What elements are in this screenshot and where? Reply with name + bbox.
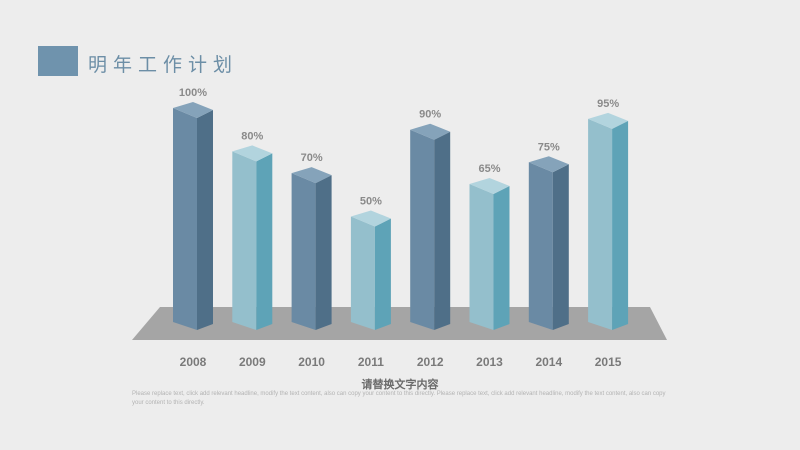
bars-group: 100% 80% 70% 50% 90% 65% 75% 95% xyxy=(173,87,629,330)
x-tick-2015: 2015 xyxy=(595,355,622,369)
bar-2011 xyxy=(350,210,391,330)
bar-side-2012 xyxy=(434,131,451,330)
bar-front-2009 xyxy=(232,151,257,330)
bar-top-2014 xyxy=(528,156,569,173)
bar-top-2013 xyxy=(469,177,510,194)
bar-front-2012 xyxy=(410,129,435,330)
x-tick-2010: 2010 xyxy=(298,355,325,369)
bar-side-2008 xyxy=(197,110,213,330)
bar-top-2012 xyxy=(410,123,451,140)
chart-caption: 请替换文字内容 xyxy=(361,378,439,391)
data-label-2011: 50% xyxy=(360,196,382,208)
x-tick-2012: 2012 xyxy=(417,355,444,369)
bar-top-2008 xyxy=(173,102,213,118)
bar-top-2010 xyxy=(291,167,332,184)
data-label-2015: 95% xyxy=(597,98,619,110)
bar-front-2011 xyxy=(350,216,375,330)
bar-2013 xyxy=(469,177,510,330)
x-tick-2009: 2009 xyxy=(239,355,266,369)
bar-side-2014 xyxy=(552,164,569,330)
x-tick-labels: 2008 2009 2010 2011 2012 2013 2014 2015 xyxy=(180,355,622,369)
data-label-2009: 80% xyxy=(241,130,263,142)
bar-2009 xyxy=(232,145,273,330)
bar-side-2013 xyxy=(493,185,510,330)
bar-top-2015 xyxy=(588,112,629,129)
x-tick-2013: 2013 xyxy=(476,355,503,369)
bar-side-2009 xyxy=(256,153,273,330)
data-label-2013: 65% xyxy=(478,163,500,175)
title-accent-block xyxy=(38,46,78,76)
x-tick-2014: 2014 xyxy=(535,355,562,369)
bar-front-2015 xyxy=(588,118,613,330)
bar-front-2013 xyxy=(469,183,494,330)
bar-2008 xyxy=(173,102,213,330)
bar-front-2014 xyxy=(528,162,553,330)
data-label-2012: 90% xyxy=(419,109,441,121)
bar-2012 xyxy=(410,123,451,330)
bar-front-2008 xyxy=(173,108,197,330)
bar-2014 xyxy=(528,156,569,330)
data-label-2014: 75% xyxy=(538,141,560,153)
page-title: 明年工作计划 xyxy=(88,54,239,76)
bar-front-2010 xyxy=(291,173,316,330)
data-label-2008: 100% xyxy=(179,87,207,99)
x-tick-2011: 2011 xyxy=(358,355,384,369)
x-tick-2008: 2008 xyxy=(180,355,207,369)
bar-top-2009 xyxy=(232,145,273,162)
bar-top-2011 xyxy=(350,210,391,227)
bar-2015 xyxy=(588,112,629,330)
body-text: Please replace text, click add relevant … xyxy=(132,391,666,406)
data-label-2010: 70% xyxy=(301,152,323,164)
bar-side-2015 xyxy=(612,120,629,330)
bar-2010 xyxy=(291,167,332,330)
bar-side-2011 xyxy=(374,218,391,330)
bar-side-2010 xyxy=(315,175,332,330)
